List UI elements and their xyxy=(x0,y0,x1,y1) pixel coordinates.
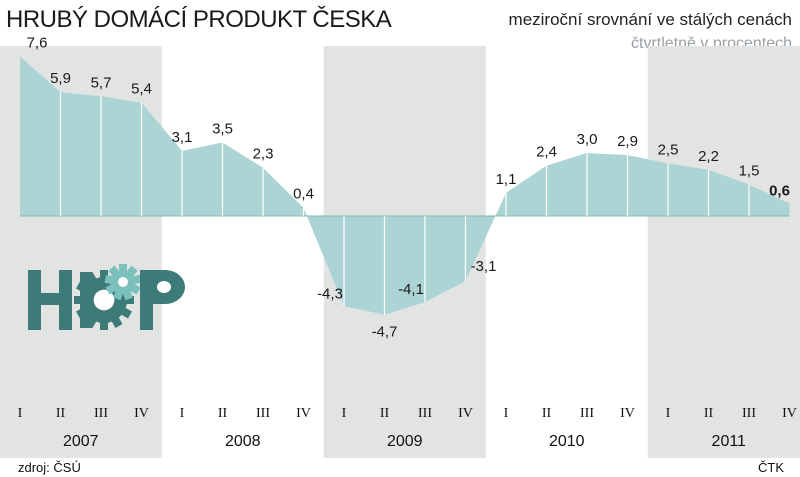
quarter-tick-label: I xyxy=(342,406,347,421)
value-label: 1,5 xyxy=(739,163,760,180)
quarter-tick-label: I xyxy=(666,406,671,421)
gear-tooth xyxy=(119,264,127,274)
value-label: -4,3 xyxy=(317,285,343,302)
gdp-area-fill xyxy=(20,56,790,315)
logo-small-gear xyxy=(104,264,142,301)
quarter-tick-label: III xyxy=(580,406,594,421)
quarter-tick-label: III xyxy=(94,406,108,421)
year-label: 2010 xyxy=(549,433,585,450)
value-label: 3,5 xyxy=(212,121,233,138)
quarter-tick-label: II xyxy=(218,406,228,421)
year-label: 2009 xyxy=(387,433,423,450)
gear-tooth xyxy=(100,270,108,280)
value-label: 1,1 xyxy=(496,171,517,188)
quarter-tick-label: I xyxy=(504,406,509,421)
quarter-tick-label: II xyxy=(542,406,552,421)
gear-hole xyxy=(118,277,128,287)
value-label: 5,9 xyxy=(50,70,71,87)
value-label: 0,4 xyxy=(293,186,314,203)
value-label: 2,2 xyxy=(698,148,719,165)
year-labels: 2007 2008 2009 2010 2011 xyxy=(63,433,746,450)
value-label: 5,7 xyxy=(91,74,112,91)
year-label: 2008 xyxy=(225,433,261,450)
logo-h-left xyxy=(28,270,41,330)
year-shade-2011 xyxy=(647,46,800,458)
quarter-tick-label: II xyxy=(704,406,714,421)
quarter-tick-label: III xyxy=(256,406,270,421)
value-label: 3,0 xyxy=(577,131,598,148)
value-label: -4,7 xyxy=(372,324,398,341)
quarter-ticks: I II III IV I II III IV I II III IV I II III IV I II III IV xyxy=(18,406,797,421)
quarter-tick-label: III xyxy=(418,406,432,421)
value-label: 2,5 xyxy=(658,142,679,159)
value-label: -4,1 xyxy=(398,281,424,298)
hdp-logo xyxy=(28,264,185,330)
gear-hole xyxy=(93,289,115,311)
quarter-tick-label: IV xyxy=(296,406,311,421)
logo-h-right xyxy=(59,270,72,330)
quarter-tick-label: IV xyxy=(458,406,473,421)
quarter-tick-label: I xyxy=(18,406,23,421)
quarter-tick-label: IV xyxy=(134,406,149,421)
logo-p-hole xyxy=(157,281,171,293)
quarter-tick-label: III xyxy=(742,406,756,421)
year-label: 2007 xyxy=(63,433,99,450)
quarter-tick-label: I xyxy=(180,406,185,421)
quarter-dividers xyxy=(59,92,750,315)
value-label: 2,3 xyxy=(253,146,274,163)
gdp-area xyxy=(20,56,790,315)
chart-title: HRUBÝ DOMÁCÍ PRODUKT ČESKA xyxy=(6,6,392,33)
value-label: 7,6 xyxy=(27,34,48,51)
quarter-tick-label: II xyxy=(380,406,390,421)
value-label: 5,4 xyxy=(131,81,152,98)
source-note: zdroj: ČSÚ xyxy=(18,460,81,475)
value-labels: 7,6 5,9 5,7 5,4 3,1 3,5 2,3 0,4 -4,3 -4,7 -4,1 -3,1… xyxy=(27,34,790,340)
agency-credit: ČTK xyxy=(758,460,784,475)
quarter-tick-label: IV xyxy=(782,406,797,421)
logo-d-stem xyxy=(80,272,92,328)
logo-h-bar xyxy=(41,293,59,305)
value-label: 3,1 xyxy=(172,129,193,146)
value-label: 0,6 xyxy=(769,182,790,199)
year-label: 2011 xyxy=(712,433,747,450)
quarter-tick-label: II xyxy=(56,406,66,421)
value-label: 2,9 xyxy=(617,133,638,150)
value-label: 2,4 xyxy=(536,144,557,161)
quarter-tick-label: IV xyxy=(620,406,635,421)
value-label: -3,1 xyxy=(471,258,497,275)
logo-p-stem xyxy=(140,270,153,330)
chart-subtitle: meziroční srovnání ve stálých cenách xyxy=(508,10,792,29)
gear-tooth xyxy=(100,320,108,330)
